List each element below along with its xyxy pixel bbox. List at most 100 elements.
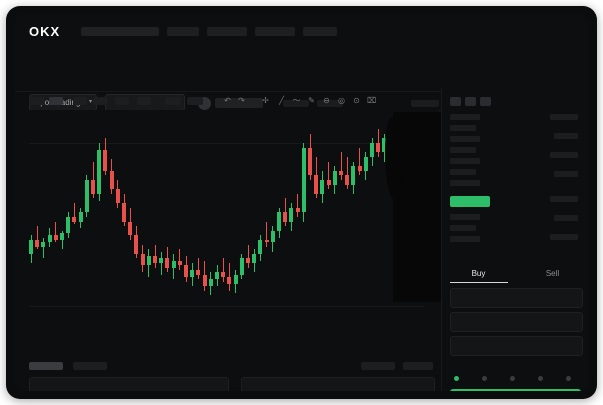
undo-icon[interactable]: ↶ [224, 96, 231, 105]
crosshair-icon[interactable]: ✢ [262, 96, 269, 105]
candle-body [60, 233, 64, 240]
submit-order-button[interactable] [450, 389, 581, 391]
nav-item-3[interactable] [255, 27, 295, 36]
bottom-tab-positions[interactable] [361, 362, 395, 370]
pagination-dot-1[interactable] [454, 376, 459, 381]
tab-buy[interactable]: Buy [471, 268, 486, 278]
wave-icon[interactable]: 〜 [292, 96, 301, 105]
timeframe-1m[interactable] [29, 97, 45, 105]
orderbook-size-cell [550, 234, 578, 240]
candle-body [91, 180, 95, 194]
orderbook-view-asks[interactable] [480, 97, 491, 106]
timeframe-1w[interactable] [165, 97, 181, 105]
orderbook-bid-row[interactable] [450, 214, 480, 220]
orderbook-ask-row[interactable] [450, 158, 480, 164]
candle-wick [36, 226, 38, 250]
nav-item-2[interactable] [207, 27, 247, 36]
orderbook-ask-row[interactable] [450, 169, 476, 175]
candle-wick [297, 193, 299, 217]
candle-wick [179, 249, 181, 270]
orderbook-size-cell [550, 114, 578, 120]
candle-body [246, 258, 250, 264]
candle-wick [197, 258, 199, 280]
candle-body [208, 279, 213, 287]
candle-body [66, 216, 71, 234]
candle-body [165, 258, 170, 268]
orderbook-bid-row[interactable] [450, 225, 476, 231]
candle-body [332, 170, 337, 185]
candle-body [320, 180, 325, 194]
pagination-dot-3[interactable] [510, 376, 515, 381]
timeframe-1h[interactable] [93, 97, 107, 105]
timeframe-15m[interactable] [73, 97, 87, 105]
candle-body [277, 212, 281, 231]
bottom-card-left[interactable] [29, 377, 229, 391]
candle-body [370, 143, 374, 157]
timeframe-more[interactable] [187, 97, 203, 105]
orderbook-ask-row[interactable] [450, 125, 476, 131]
pagination-dot-2[interactable] [482, 376, 487, 381]
orderbook-view-bids[interactable] [465, 97, 476, 106]
chart-overlay-shadow-edge [385, 118, 401, 200]
candle-body [97, 150, 102, 194]
timeframe-active[interactable] [49, 97, 63, 105]
market-header-bar: Spot Trading ▾ ▾ [15, 48, 588, 111]
bottom-tab-order-history[interactable] [73, 362, 107, 370]
orderbook-ask-row[interactable] [450, 147, 476, 153]
lock-icon[interactable]: ⊙ [353, 96, 360, 105]
eye-icon[interactable]: ◎ [338, 96, 345, 105]
candle-wick [340, 152, 342, 180]
candle-body [382, 138, 387, 153]
order-panel: Buy Sell [441, 88, 588, 391]
trendline-icon[interactable]: ╱ [279, 96, 284, 105]
order-amount-input[interactable] [450, 312, 583, 332]
price-chart[interactable] [15, 110, 438, 355]
candle-body [351, 166, 356, 185]
orderbook-view-both[interactable] [450, 97, 461, 106]
bottom-card-right[interactable] [241, 377, 435, 391]
orderbook-size-cell [554, 133, 578, 139]
magnet-icon[interactable]: ⊖ [323, 96, 330, 105]
pagination-dot-5[interactable] [566, 376, 571, 381]
candle-body [363, 156, 368, 171]
candle-body [196, 270, 201, 275]
trash-icon[interactable]: ⌧ [367, 96, 377, 105]
redo-icon[interactable]: ↷ [238, 96, 245, 105]
candle-wick [61, 230, 63, 250]
tab-sell[interactable]: Sell [545, 268, 560, 278]
order-side-tabs: Buy Sell [442, 262, 588, 284]
timeframe-1d[interactable] [137, 97, 151, 105]
candle-body [233, 274, 238, 284]
bottom-tab-assets[interactable] [403, 362, 433, 370]
pencil-icon[interactable]: ✎ [308, 96, 315, 105]
nav-item-4[interactable] [303, 27, 337, 36]
pagination-dot-4[interactable] [538, 376, 543, 381]
order-total-input[interactable] [450, 336, 583, 356]
candle-body [190, 270, 195, 277]
spread-highlight [450, 196, 490, 207]
orderbook-ask-row[interactable] [450, 180, 480, 186]
candle-body [78, 212, 83, 222]
orderbook-ask-row[interactable] [450, 114, 480, 120]
orderbook-bid-row[interactable] [450, 236, 480, 242]
timeframe-4h[interactable] [115, 97, 129, 105]
okx-logo[interactable]: OKX [29, 25, 71, 38]
chart-divider-volume [29, 306, 424, 307]
candle-body [258, 240, 263, 254]
candle-body [41, 242, 46, 247]
last-price-display [215, 98, 263, 108]
orderbook-size-cell [550, 152, 578, 158]
global-search-box[interactable] [81, 27, 159, 36]
orderbook-ask-row[interactable] [450, 136, 480, 142]
candle-body [140, 253, 145, 266]
candle-body [146, 256, 151, 266]
order-price-input[interactable] [450, 288, 583, 308]
bottom-tab-open-orders[interactable] [29, 362, 63, 370]
candle-body [345, 175, 350, 185]
nav-item-1[interactable] [167, 27, 199, 36]
candle-wick [42, 237, 44, 259]
candle-body [159, 258, 164, 264]
chart-overlay-shadow [393, 112, 441, 302]
candle-body [270, 230, 275, 243]
candle-body [84, 180, 89, 213]
